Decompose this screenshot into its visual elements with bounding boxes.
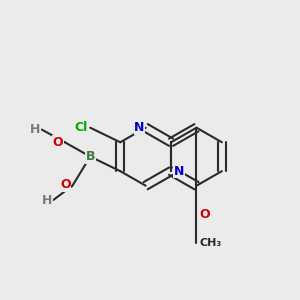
Text: Cl: Cl	[75, 121, 88, 134]
Text: H: H	[30, 123, 40, 136]
Text: O: O	[60, 178, 70, 191]
Text: CH₃: CH₃	[199, 238, 221, 248]
Text: O: O	[199, 208, 210, 221]
Text: O: O	[52, 136, 63, 149]
Text: N: N	[134, 121, 145, 134]
Text: B: B	[85, 150, 95, 163]
Text: N: N	[174, 165, 184, 178]
Text: H: H	[42, 194, 52, 206]
